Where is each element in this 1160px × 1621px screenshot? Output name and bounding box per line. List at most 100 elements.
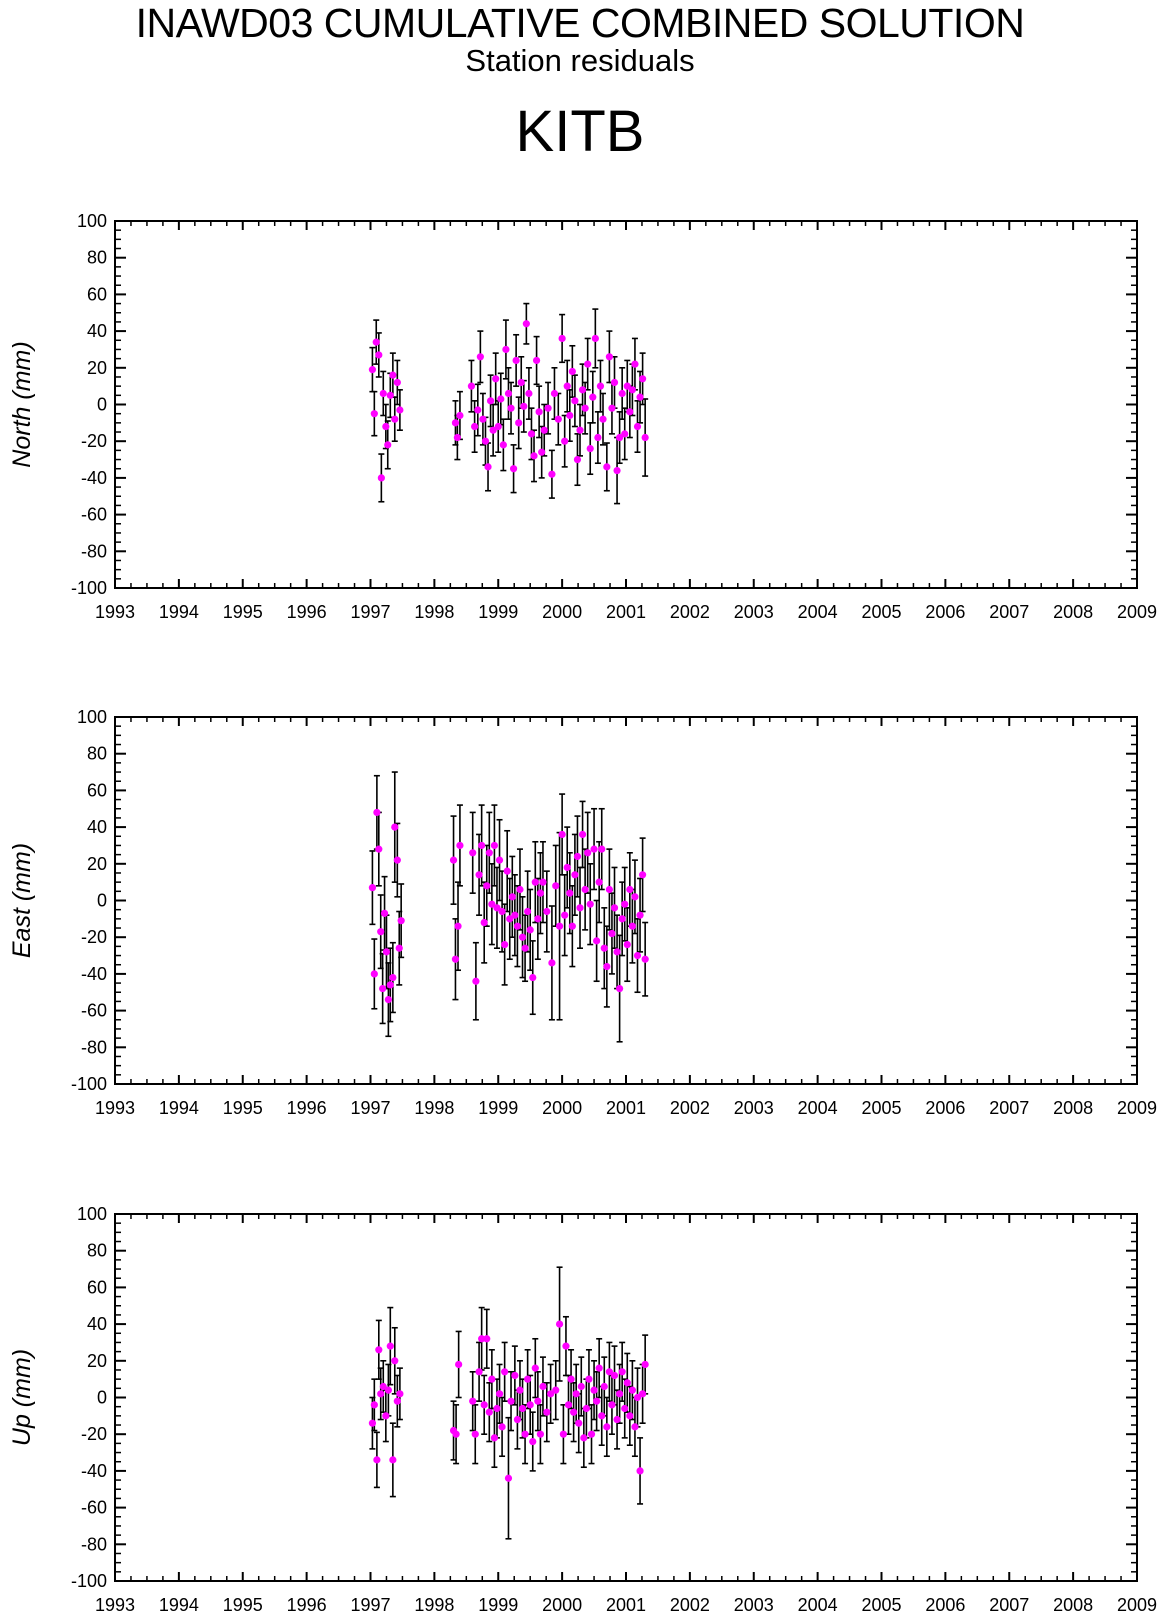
east-data-point	[370, 970, 378, 978]
north-data-point	[489, 426, 497, 434]
east-x-tick-label: 2006	[925, 1098, 965, 1118]
up-data-point	[543, 1408, 551, 1416]
east-data-point	[480, 918, 488, 927]
east-data-point	[571, 871, 579, 879]
north-x-tick-label: 2007	[989, 602, 1029, 622]
north-data-point	[379, 389, 387, 398]
up-x-tick-label: 1993	[95, 1595, 135, 1615]
up-x-tick-label: 2003	[734, 1595, 774, 1615]
up-data-point	[577, 1382, 585, 1391]
up-y-tick-label: 80	[87, 1241, 107, 1261]
east-data-point	[595, 878, 603, 886]
up-data-point	[562, 1342, 570, 1350]
east-data-point	[449, 856, 458, 864]
up-data-point	[623, 1379, 631, 1387]
up-y-tick-label: 60	[87, 1277, 107, 1297]
north-data-point	[626, 408, 634, 416]
east-data-point	[529, 973, 537, 982]
north-y-tick-label: 20	[87, 358, 107, 378]
up-x-tick-label: 1996	[287, 1595, 327, 1615]
north-x-tick-label: 1999	[478, 602, 518, 622]
north-data-point	[563, 382, 571, 390]
up-data-point	[590, 1386, 598, 1394]
east-data-point	[506, 915, 514, 923]
east-data-point	[483, 882, 491, 890]
north-y-tick-label: 100	[77, 211, 107, 231]
east-data-point	[384, 995, 392, 1004]
east-data-point	[386, 981, 394, 989]
east-data-point	[475, 871, 483, 879]
east-x-tick-label: 1993	[95, 1098, 135, 1118]
up-data-point	[564, 1401, 573, 1409]
east-data-point	[391, 823, 399, 831]
north-data-point	[578, 386, 587, 394]
east-x-tick-label: 1995	[223, 1098, 263, 1118]
east-data-point	[631, 893, 639, 901]
north-data-point	[548, 470, 556, 478]
up-data-point	[598, 1412, 606, 1420]
east-data-point	[586, 900, 594, 908]
east-data-point	[563, 863, 571, 872]
east-data-point	[503, 867, 511, 875]
page-title: INAWD03 CUMULATIVE COMBINED SOLUTION	[135, 0, 1025, 46]
north-y-tick-label: 80	[87, 248, 107, 268]
east-data-point	[608, 929, 616, 938]
north-data-point	[389, 371, 397, 379]
east-data-point	[613, 948, 621, 956]
north-data-point	[481, 437, 490, 445]
east-data-point	[623, 940, 631, 949]
north-data-point	[467, 382, 476, 390]
east-x-tick-label: 2008	[1053, 1098, 1093, 1118]
north-y-tick-label: -40	[81, 468, 107, 488]
east-data-point	[593, 937, 601, 945]
up-data-point	[531, 1364, 539, 1372]
up-y-tick-label: 100	[77, 1204, 107, 1224]
up-x-tick-label: 1998	[414, 1595, 454, 1615]
east-data-point	[526, 926, 534, 934]
east-data-point	[382, 948, 391, 956]
north-data-point	[631, 360, 639, 368]
east-data-point	[478, 841, 486, 850]
up-data-point	[513, 1415, 522, 1424]
up-data-point	[539, 1382, 547, 1391]
east-data-point	[469, 849, 477, 857]
up-x-tick-label: 2008	[1053, 1595, 1093, 1615]
east-data-point	[380, 909, 389, 917]
east-data-point	[552, 882, 560, 890]
up-y-tick-label: -60	[81, 1498, 107, 1518]
east-data-point	[516, 885, 524, 894]
up-y-tick-label: 20	[87, 1351, 107, 1371]
up-y-tick-label: -100	[71, 1571, 107, 1591]
up-x-tick-label: 1994	[159, 1595, 199, 1615]
east-data-point	[639, 871, 647, 879]
up-data-point	[469, 1397, 477, 1405]
up-data-point	[391, 1357, 399, 1365]
east-y-tick-label: 40	[87, 817, 107, 837]
north-data-point	[507, 404, 515, 412]
east-data-point	[485, 849, 493, 857]
east-data-point	[472, 977, 480, 985]
east-data-point	[488, 900, 496, 908]
up-plot-frame	[114, 1213, 1138, 1582]
up-data-point	[526, 1401, 534, 1409]
east-y-tick-label: -100	[71, 1074, 107, 1094]
north-data-point	[474, 406, 482, 414]
north-x-tick-label: 2000	[542, 602, 582, 622]
north-x-tick-label: 1994	[159, 602, 199, 622]
east-data-point	[641, 955, 649, 963]
up-data-point	[396, 1390, 404, 1398]
east-x-tick-label: 2001	[606, 1098, 646, 1118]
up-data-point	[613, 1415, 621, 1424]
north-data-point	[550, 389, 559, 398]
east-data-point	[531, 878, 539, 886]
north-data-point	[375, 351, 383, 359]
east-data-point	[379, 984, 387, 993]
north-data-point	[568, 367, 576, 376]
east-y-tick-label: 100	[77, 707, 107, 727]
up-data-point	[529, 1437, 537, 1446]
north-data-point	[391, 415, 399, 423]
east-data-point	[628, 922, 636, 930]
north-x-tick-label: 2006	[925, 602, 965, 622]
north-data-point	[581, 404, 589, 412]
east-data-point	[590, 845, 598, 853]
